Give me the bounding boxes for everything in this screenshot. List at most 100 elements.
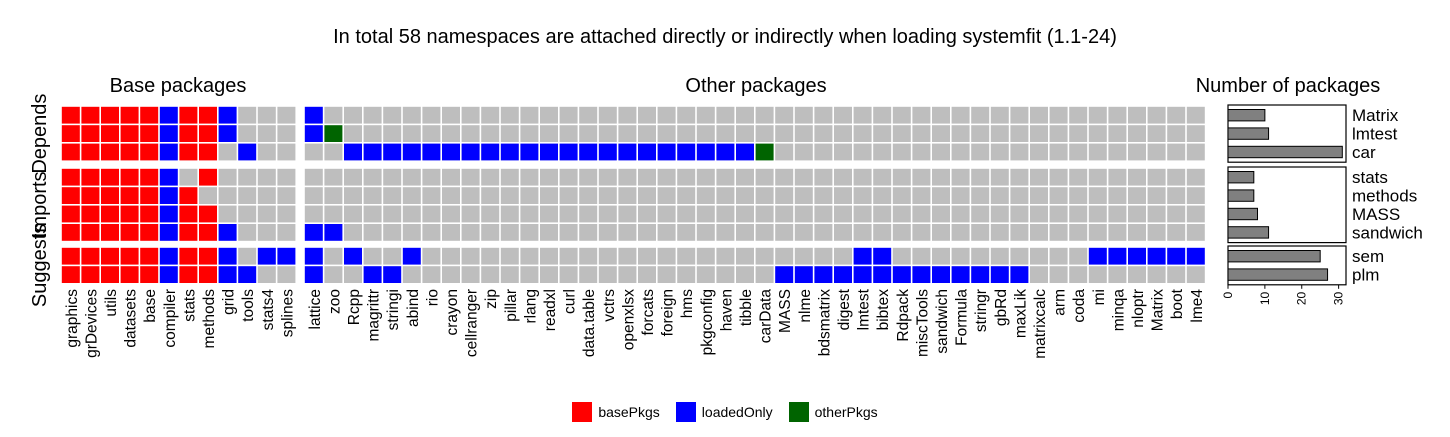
heatmap-cell	[120, 224, 139, 241]
heatmap-cell	[1010, 224, 1029, 241]
bar-row-label: sem	[1352, 247, 1384, 266]
heatmap-cell	[481, 106, 500, 124]
x-tick-label: lattice	[307, 289, 324, 330]
heatmap-cell	[892, 106, 911, 124]
heatmap-cell	[951, 143, 970, 161]
bar-row-label: Matrix	[1352, 106, 1399, 125]
x-tick-label: utils	[103, 289, 120, 317]
x-tick-label: magrittr	[366, 289, 383, 342]
heatmap-cell	[481, 168, 500, 186]
heatmap-cell	[159, 247, 178, 265]
heatmap-cell	[159, 125, 178, 142]
heatmap-cell	[1147, 205, 1166, 223]
heatmap-cell	[755, 187, 774, 204]
heatmap-cell	[794, 266, 813, 283]
heatmap-cell	[238, 168, 257, 186]
heatmap-cell	[1069, 143, 1088, 161]
heatmap-cell	[755, 125, 774, 142]
heatmap-cell	[61, 187, 80, 204]
x-tick-label: Matrix	[1150, 289, 1167, 331]
heatmap-cell	[344, 247, 362, 265]
heatmap-cell	[257, 247, 276, 265]
heatmap-cell	[101, 205, 119, 223]
x-tick-label: data.table	[581, 289, 598, 357]
heatmap-cell	[402, 168, 421, 186]
heatmap-cell	[677, 187, 696, 204]
heatmap-cell	[559, 247, 578, 265]
panel-background	[61, 168, 297, 242]
heatmap-cell	[402, 205, 421, 223]
heatmap-cell	[873, 266, 892, 283]
x-tick-label: nloptr	[1130, 289, 1147, 328]
heatmap-cell	[638, 143, 656, 161]
heatmap-cell	[1167, 125, 1186, 142]
heatmap-cell	[324, 168, 343, 186]
heatmap-cell	[500, 106, 519, 124]
heatmap-cell	[598, 205, 617, 223]
heatmap-cell	[1147, 143, 1166, 161]
heatmap-cell	[794, 187, 813, 204]
heatmap-cell	[257, 266, 276, 283]
heatmap-cell	[657, 143, 676, 161]
heatmap-cell	[618, 106, 637, 124]
heatmap-cell	[61, 224, 80, 241]
heatmap-cell	[873, 205, 892, 223]
bar	[1227, 226, 1270, 239]
heatmap-cell	[422, 224, 441, 241]
heatmap-cell	[383, 266, 402, 283]
heatmap-cell	[912, 168, 931, 186]
heatmap-cell	[834, 143, 852, 161]
heatmap-cell	[140, 205, 159, 223]
heatmap-cell	[238, 106, 257, 124]
heatmap-cell	[500, 143, 519, 161]
heatmap-cell	[140, 224, 159, 241]
x-tick-label: minqa	[1110, 289, 1127, 332]
heatmap-cell	[277, 125, 296, 142]
heatmap-cell	[1010, 187, 1029, 204]
heatmap-cell	[520, 168, 539, 186]
heatmap-cell	[383, 143, 402, 161]
heatmap-cell	[120, 106, 139, 124]
heatmap-cell	[834, 106, 852, 124]
heatmap-cell	[1128, 125, 1146, 142]
heatmap-cell	[81, 205, 100, 223]
heatmap-cell	[540, 125, 558, 142]
heatmap-cell	[61, 106, 80, 124]
heatmap-cell	[383, 247, 402, 265]
heatmap-cell	[402, 224, 421, 241]
heatmap-cell	[990, 106, 1009, 124]
heatmap-cell	[422, 247, 441, 265]
heatmap-cell	[736, 143, 754, 161]
heatmap-cell	[598, 266, 617, 283]
heatmap-cell	[814, 247, 833, 265]
heatmap-cell	[657, 106, 676, 124]
heatmap-cell	[657, 125, 676, 142]
heatmap-cell	[1069, 205, 1088, 223]
x-tick-label: rio	[424, 289, 441, 306]
heatmap-cell	[442, 247, 460, 265]
heatmap-cell	[500, 187, 519, 204]
heatmap-cell	[618, 168, 637, 186]
bar-row-label: lmtest	[1352, 125, 1398, 144]
heatmap-cell	[951, 106, 970, 124]
heatmap-cell	[892, 224, 911, 241]
heatmap-cell	[696, 168, 715, 186]
legend-label: otherPkgs	[814, 404, 878, 420]
heatmap-cell	[814, 125, 833, 142]
heatmap-cell	[834, 168, 852, 186]
heatmap-cell	[873, 143, 892, 161]
heatmap-cell	[579, 143, 598, 161]
heatmap-cell	[218, 125, 237, 142]
heatmap-cell	[618, 125, 637, 142]
heatmap-cell	[120, 266, 139, 283]
heatmap-cell	[814, 168, 833, 186]
heatmap-cell	[696, 247, 715, 265]
x-tick-label: bibtex	[875, 289, 892, 331]
heatmap-cell	[755, 205, 774, 223]
heatmap-cell	[324, 224, 343, 241]
heatmap-cell	[1186, 143, 1205, 161]
heatmap-cell	[277, 266, 296, 283]
heatmap-cell	[598, 247, 617, 265]
heatmap-cell	[1069, 168, 1088, 186]
